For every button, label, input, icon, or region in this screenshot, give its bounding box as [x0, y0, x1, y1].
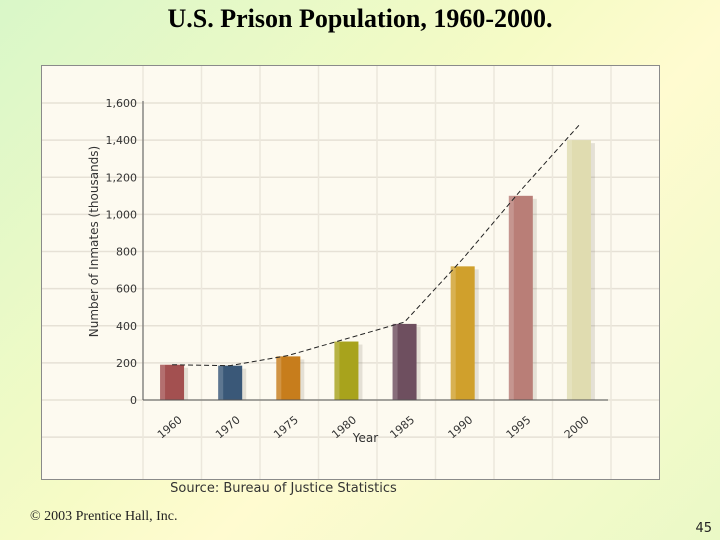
page-number: 45	[695, 521, 712, 536]
y-tick-label: 1,400	[106, 134, 138, 147]
bar-1980	[334, 341, 359, 400]
bar-2000	[566, 140, 591, 400]
bar-1960	[160, 364, 185, 400]
slide-title: U.S. Prison Population, 1960-2000.	[167, 4, 553, 33]
bar-highlight	[392, 323, 398, 400]
y-tick-label: 200	[116, 357, 137, 370]
y-tick-label: 0	[130, 394, 137, 407]
bar-highlight	[276, 356, 282, 400]
source-note: Source: Bureau of Justice Statistics	[170, 481, 397, 496]
bar-1985	[392, 323, 417, 400]
bar-highlight	[508, 195, 514, 400]
y-axis-title: Number of Inmates (thousands)	[87, 146, 101, 337]
x-axis-title: Year	[352, 431, 378, 445]
bar-1995	[508, 195, 533, 400]
bar-highlight	[450, 266, 456, 400]
axes	[142, 101, 608, 401]
y-tick-label: 1,600	[106, 97, 138, 110]
bar-1990	[450, 266, 475, 400]
y-tick-label: 800	[116, 246, 137, 259]
y-tick-label: 400	[116, 320, 137, 333]
y-tick-label: 1,000	[106, 208, 138, 221]
bar-highlight	[218, 365, 224, 400]
bar-highlight	[334, 341, 340, 400]
y-tick-label: 1,200	[106, 171, 138, 184]
chart-frame: 0 200 400 600 800 1,000 1,200 1,400 1,600 1960 197…	[41, 65, 660, 480]
bar-highlight	[160, 364, 166, 400]
bar-highlight	[566, 140, 572, 400]
bar-1970	[218, 365, 243, 400]
bars	[160, 124, 595, 400]
bar-1975	[276, 356, 301, 400]
y-tick-label: 600	[116, 283, 137, 296]
copyright-note: © 2003 Prentice Hall, Inc.	[30, 509, 178, 524]
trend-line	[172, 124, 580, 367]
